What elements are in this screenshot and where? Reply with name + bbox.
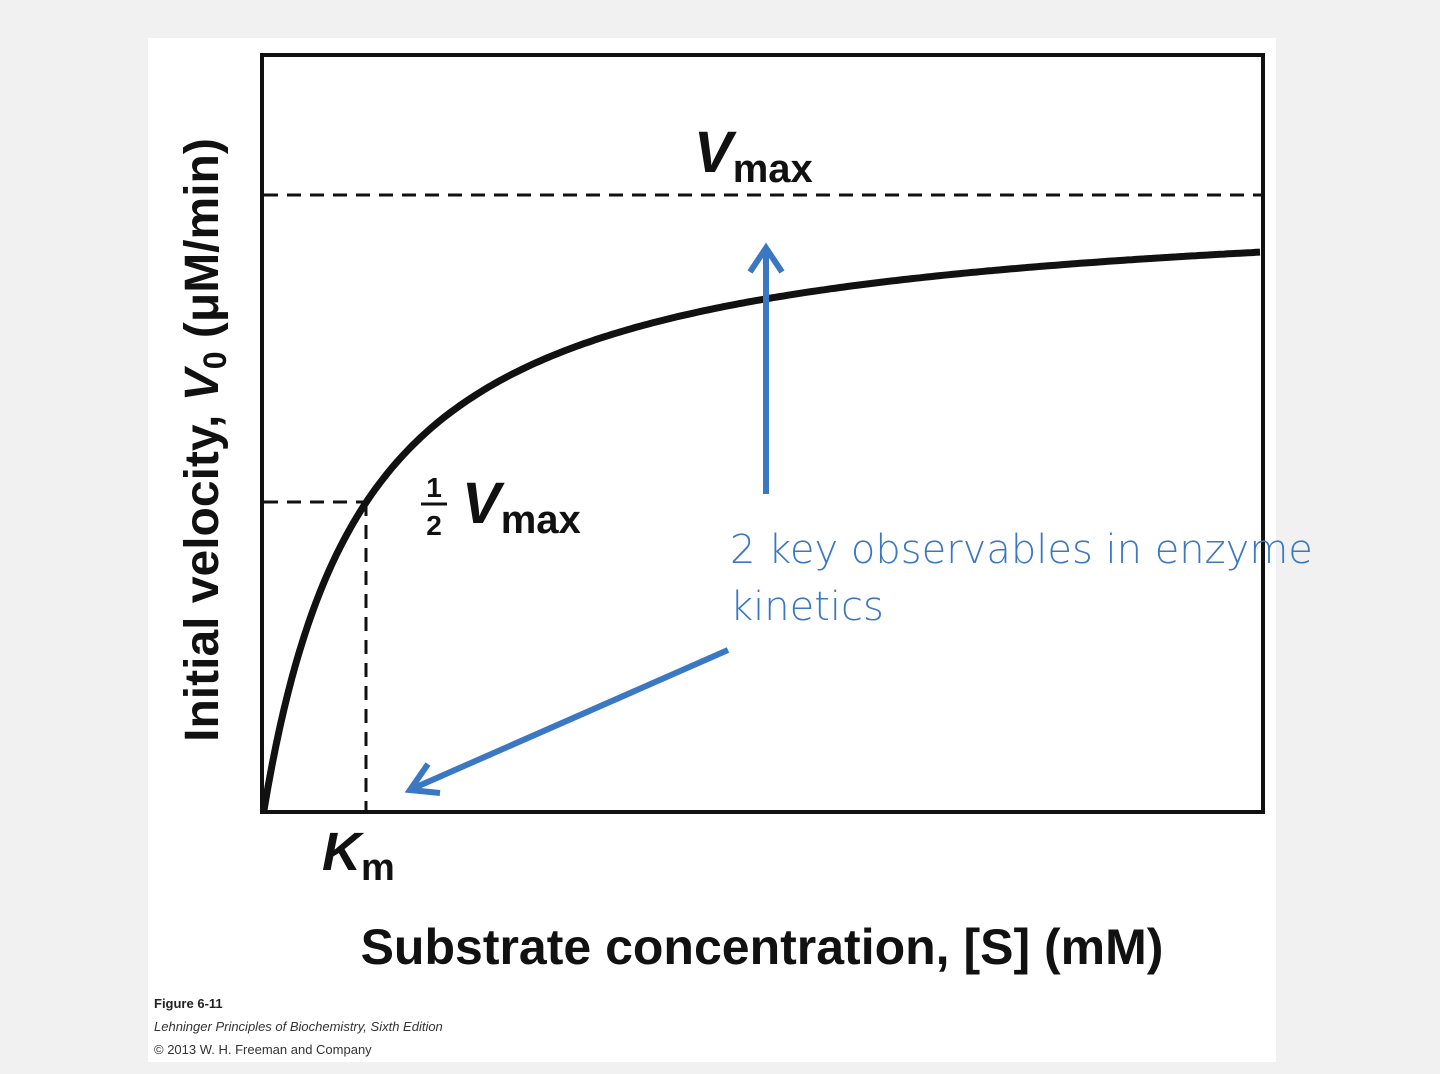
fraction-numerator: 1 (426, 472, 442, 503)
subscript: max (501, 498, 581, 542)
arrow-head (747, 242, 785, 274)
subscript: max (733, 147, 813, 191)
caption-figure: Figure 6-11 (154, 996, 223, 1011)
annotation-arrows (404, 242, 785, 796)
caption-book: Lehninger Principles of Biochemistry, Si… (154, 1019, 443, 1034)
y-axis-label: Initial velocity, V0 (μM/min) (176, 138, 233, 742)
saturation-curve (260, 248, 1261, 811)
symbol: K (322, 822, 365, 882)
text: (μM/min) (176, 138, 229, 351)
km-label: Km (322, 822, 395, 889)
x-axis-label: Substrate concentration, [S] (mM) (361, 919, 1164, 975)
text: Initial velocity, (176, 401, 229, 742)
annotation-line: 2 key observables in enzyme (730, 527, 1313, 573)
annotation-line: kinetics (730, 584, 884, 630)
symbol: V (694, 120, 737, 185)
subscript: 0 (197, 351, 233, 369)
caption-copyright: © 2013 W. H. Freeman and Company (154, 1042, 372, 1057)
fraction-denominator: 2 (426, 510, 442, 541)
vmax-label: Vmax (694, 120, 813, 191)
symbol: V (176, 365, 229, 401)
symbol: V (462, 471, 505, 536)
half-vmax-label: Vmax (462, 471, 581, 542)
arrow-down (412, 647, 730, 791)
plot-frame (260, 53, 1265, 814)
subscript: m (361, 847, 395, 889)
arrow-head (404, 762, 441, 796)
